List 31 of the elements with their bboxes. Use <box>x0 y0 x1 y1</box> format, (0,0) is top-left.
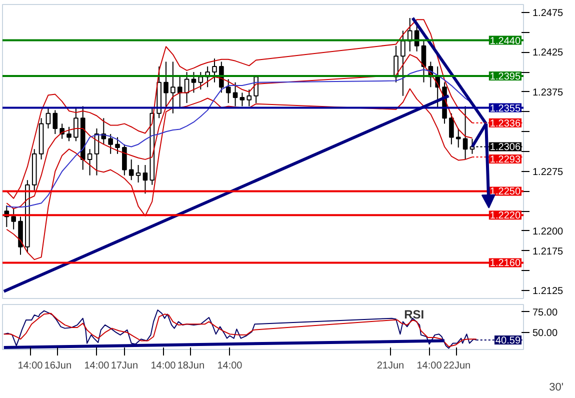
x-tick-label: 14:00 <box>150 360 176 372</box>
annotation: 1.2293 <box>490 154 521 166</box>
x-tick-label: 22Jun <box>443 360 471 372</box>
y-tick-label: 75.00 <box>532 307 558 318</box>
x-tick-label: 16Jun <box>44 360 72 372</box>
y-tick-label: 1.2375 <box>532 87 564 98</box>
x-tick-label: 17Jun <box>110 360 138 372</box>
ref-line-label: 1.2355 <box>490 103 521 114</box>
y-tick-label: 1.2475 <box>532 8 564 19</box>
y-tick-label: 1.2425 <box>532 48 564 59</box>
annotation: RSI <box>404 307 424 322</box>
x-tick-label: 14:00 <box>416 360 442 372</box>
x-tick-label: 21Jun <box>376 360 404 372</box>
annotation: 1.2306 <box>490 142 521 154</box>
annotation: 40.59 <box>495 336 521 347</box>
y-tick-label: 1.2200 <box>532 226 564 238</box>
x-tick-label: 14:00 <box>217 360 243 372</box>
x-tick-label: 14:00 <box>84 360 110 372</box>
y-tick-label: 1.2125 <box>532 286 564 298</box>
y-tick-label: 1.2175 <box>532 246 564 258</box>
ref-line-label: 1.2395 <box>490 72 521 83</box>
annotation: 1.2336 <box>490 118 521 130</box>
ref-line-label: 1.2440 <box>490 36 521 47</box>
x-tick-label: 14:00 <box>18 360 44 372</box>
y-tick-label: 1.2275 <box>532 166 564 178</box>
x-tick-label: 18Jun <box>177 360 205 372</box>
text: 30' <box>549 382 564 394</box>
ref-line-label: 1.2160 <box>490 258 521 270</box>
y-tick-label: 50.00 <box>532 328 558 339</box>
ref-line-label: 1.2250 <box>490 186 521 198</box>
ref-line-label: 1.2220 <box>490 210 521 222</box>
